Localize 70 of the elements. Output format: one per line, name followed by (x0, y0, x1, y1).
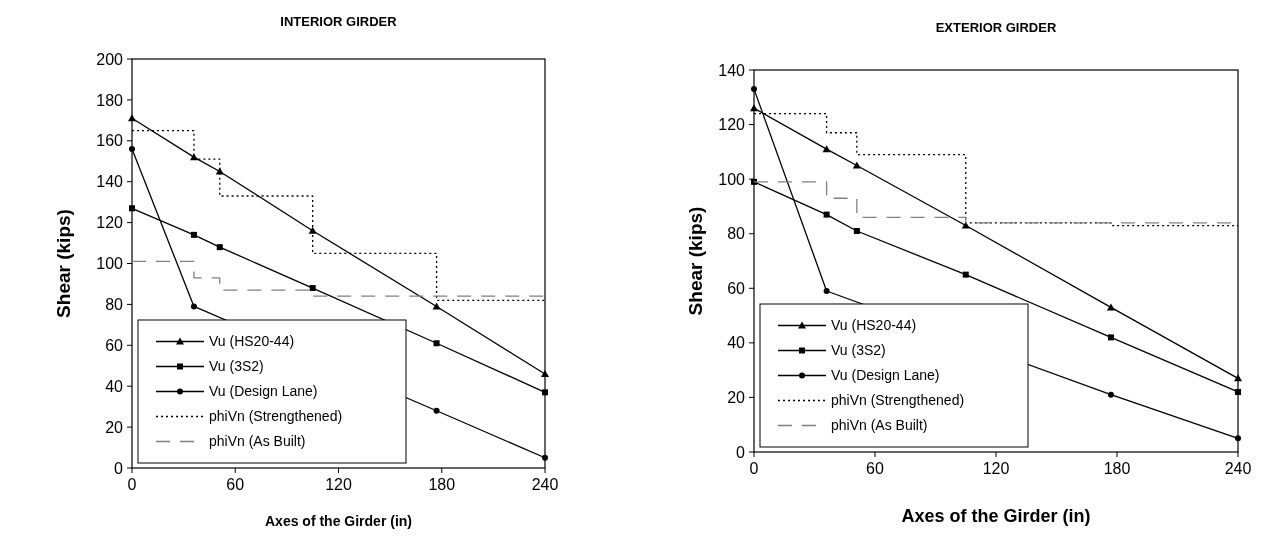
point (823, 211, 830, 218)
y-tick-label: 60 (105, 336, 124, 354)
point (129, 205, 135, 212)
y-tick-label: 140 (718, 61, 746, 79)
point (541, 369, 549, 377)
y-tick-label: 160 (96, 132, 124, 150)
y-tick-label: 200 (96, 50, 124, 68)
y-tick-label: 120 (96, 214, 124, 232)
point (190, 231, 197, 238)
legend-label: phiVn (As Built) (831, 417, 928, 434)
legend-label: Vu (3S2) (831, 342, 886, 359)
y-tick-label: 60 (727, 279, 746, 297)
y-tick-label: 120 (718, 116, 746, 134)
legend-label: Vu (Design Lane) (831, 367, 940, 384)
x-tick-label: 120 (982, 460, 1010, 477)
point (308, 226, 317, 234)
y-tick-label: 40 (727, 334, 746, 352)
y-tick-label: 20 (105, 418, 124, 436)
y-tick-label: 80 (105, 296, 124, 313)
point (1235, 388, 1241, 395)
point (433, 340, 440, 347)
legend-label: Vu (HS20-44) (209, 333, 295, 350)
legend-label: Vu (3S2) (209, 358, 264, 375)
y-axis-title: Shear (kips) (685, 206, 706, 316)
y-axis-title: Shear (kips) (53, 209, 74, 318)
x-tick-label: 0 (749, 460, 759, 477)
x-tick-label: 240 (1224, 460, 1252, 477)
point (853, 227, 860, 234)
point (1234, 374, 1242, 382)
point (823, 288, 830, 295)
point (190, 303, 197, 310)
legend-label: Vu (Design Lane) (209, 383, 318, 400)
point (1107, 391, 1114, 398)
point (542, 389, 548, 396)
x-tick-label: 240 (531, 476, 559, 493)
chart-title: EXTERIOR GIRDER (935, 20, 1057, 35)
point (852, 161, 861, 169)
y-tick-label: 20 (727, 389, 746, 407)
point (309, 285, 316, 292)
point (1107, 334, 1114, 341)
chart-title: INTERIOR GIRDER (280, 14, 398, 29)
x-axis-title: Axes of the Girder (in) (264, 513, 413, 529)
point (542, 454, 548, 461)
y-tick-label: 180 (96, 91, 124, 109)
y-tick-label: 100 (96, 255, 124, 273)
point (128, 114, 136, 122)
y-tick-label: 40 (105, 377, 124, 395)
point (216, 244, 223, 251)
x-axis-title: Axes of the Girder (in) (901, 506, 1091, 526)
point (129, 145, 135, 152)
point (751, 86, 757, 93)
x-tick-label: 180 (1103, 460, 1131, 477)
legend-label: phiVn (Strengthened) (831, 392, 965, 409)
legend-label: Vu (HS20-44) (831, 317, 917, 334)
legend-label: phiVn (As Built) (209, 433, 306, 450)
x-tick-label: 120 (325, 476, 352, 493)
point (750, 104, 758, 112)
point (1235, 435, 1241, 442)
legend-label: phiVn (Strengthened) (209, 408, 343, 425)
y-tick-label: 0 (736, 443, 746, 461)
y-tick-label: 80 (727, 225, 746, 243)
x-tick-label: 60 (866, 460, 884, 477)
y-tick-label: 100 (718, 170, 746, 188)
x-tick-label: 180 (428, 476, 456, 493)
point (962, 271, 969, 278)
point (822, 145, 831, 153)
point (433, 407, 440, 414)
x-tick-label: 0 (127, 476, 137, 493)
x-tick-label: 60 (226, 476, 245, 493)
y-tick-label: 140 (96, 173, 124, 191)
